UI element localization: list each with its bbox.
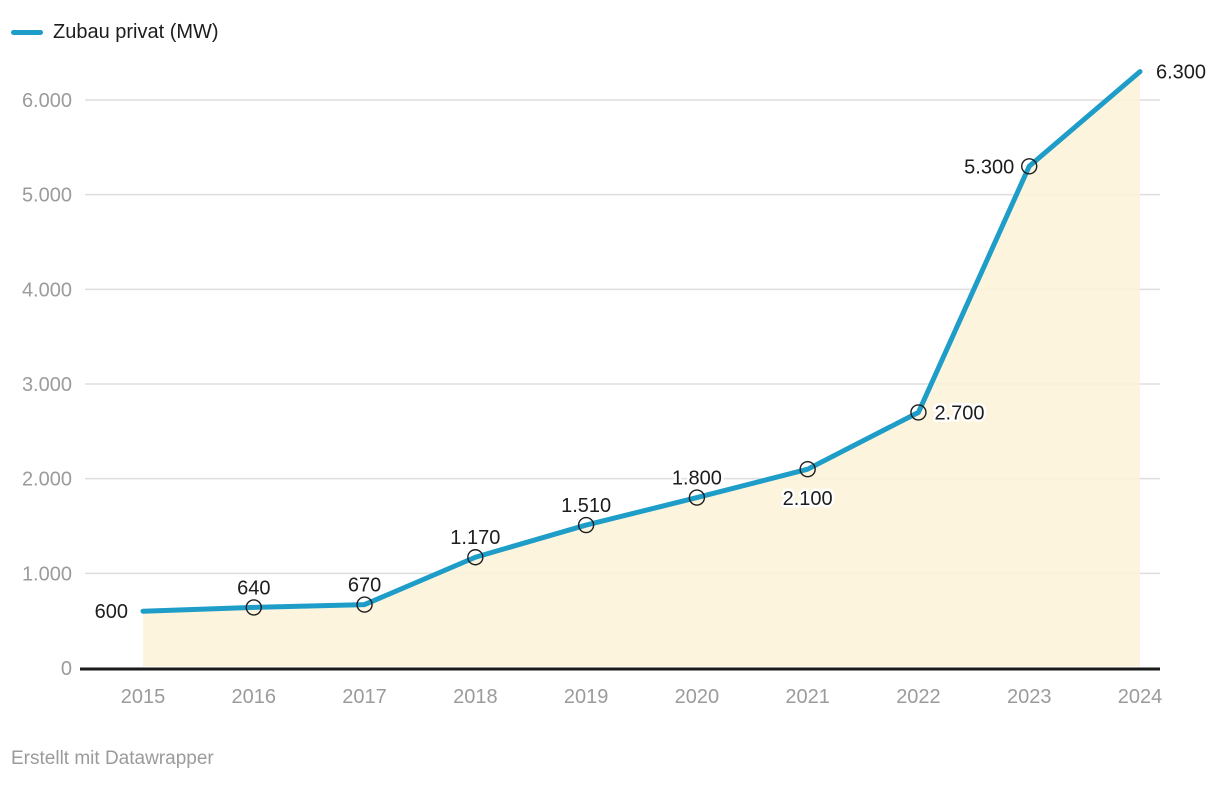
x-axis-tick-label: 2015	[121, 686, 166, 708]
data-point-marker[interactable]	[356, 596, 373, 613]
data-point-value-label: 670	[348, 575, 381, 597]
line-chart: 0 1.000 2.000 3.000 4.000 5.000 6.000 600 640 670…	[21, 61, 1207, 708]
data-point-marker[interactable]	[799, 461, 816, 478]
y-axis-tick-label: 3.000	[22, 374, 72, 396]
data-point-value-label: 1.800	[672, 468, 722, 490]
x-axis-tick-label: 2020	[675, 686, 720, 708]
data-point-value-label: 6.300	[1156, 62, 1206, 84]
data-point-marker[interactable]	[1021, 158, 1038, 175]
y-axis-tick-label: 6.000	[22, 90, 72, 112]
data-point-marker[interactable]	[577, 516, 595, 534]
x-axis-tick-label: 2021	[785, 686, 830, 708]
x-axis-tick-label: 2024	[1118, 686, 1163, 708]
x-axis-tick-label: 2017	[342, 686, 387, 708]
data-point-value-label: 1.510	[561, 495, 611, 517]
x-axis-tick-label: 2016	[232, 686, 277, 708]
data-point-marker[interactable]	[245, 599, 262, 616]
series-area-fill	[143, 71, 1140, 667]
y-axis-tick-label: 5.000	[22, 185, 72, 207]
data-point-value-label: 600	[95, 601, 128, 623]
x-axis-tick-label: 2019	[564, 686, 609, 708]
data-point-value-label: 2.100	[783, 488, 833, 510]
x-axis-tick-label: 2023	[1007, 686, 1052, 708]
datawrapper-attribution-link[interactable]: Erstellt mit Datawrapper	[11, 748, 214, 769]
y-axis-tick-label: 0	[61, 658, 72, 680]
y-axis-tick-label: 1.000	[22, 563, 72, 585]
legend-line-swatch	[11, 29, 43, 35]
x-axis-tick-label: 2022	[896, 686, 941, 708]
data-point-value-label: 5.300	[964, 156, 1014, 178]
series-line	[140, 69, 1143, 614]
y-axis-tick-label: 4.000	[22, 279, 72, 301]
data-point-value-label: 1.170	[450, 527, 500, 549]
y-axis-tick-label: 2.000	[22, 469, 72, 491]
data-point-value-label: 2.700	[934, 402, 984, 424]
legend: Zubau privat (MW)	[11, 18, 219, 46]
data-point-value-label: 640	[237, 577, 270, 599]
data-point-marker[interactable]	[467, 549, 484, 566]
data-point-marker[interactable]	[688, 489, 706, 506]
legend-series-label: Zubau privat (MW)	[53, 21, 219, 43]
x-axis-tick-label: 2018	[453, 686, 498, 708]
data-point-marker[interactable]	[910, 404, 927, 421]
